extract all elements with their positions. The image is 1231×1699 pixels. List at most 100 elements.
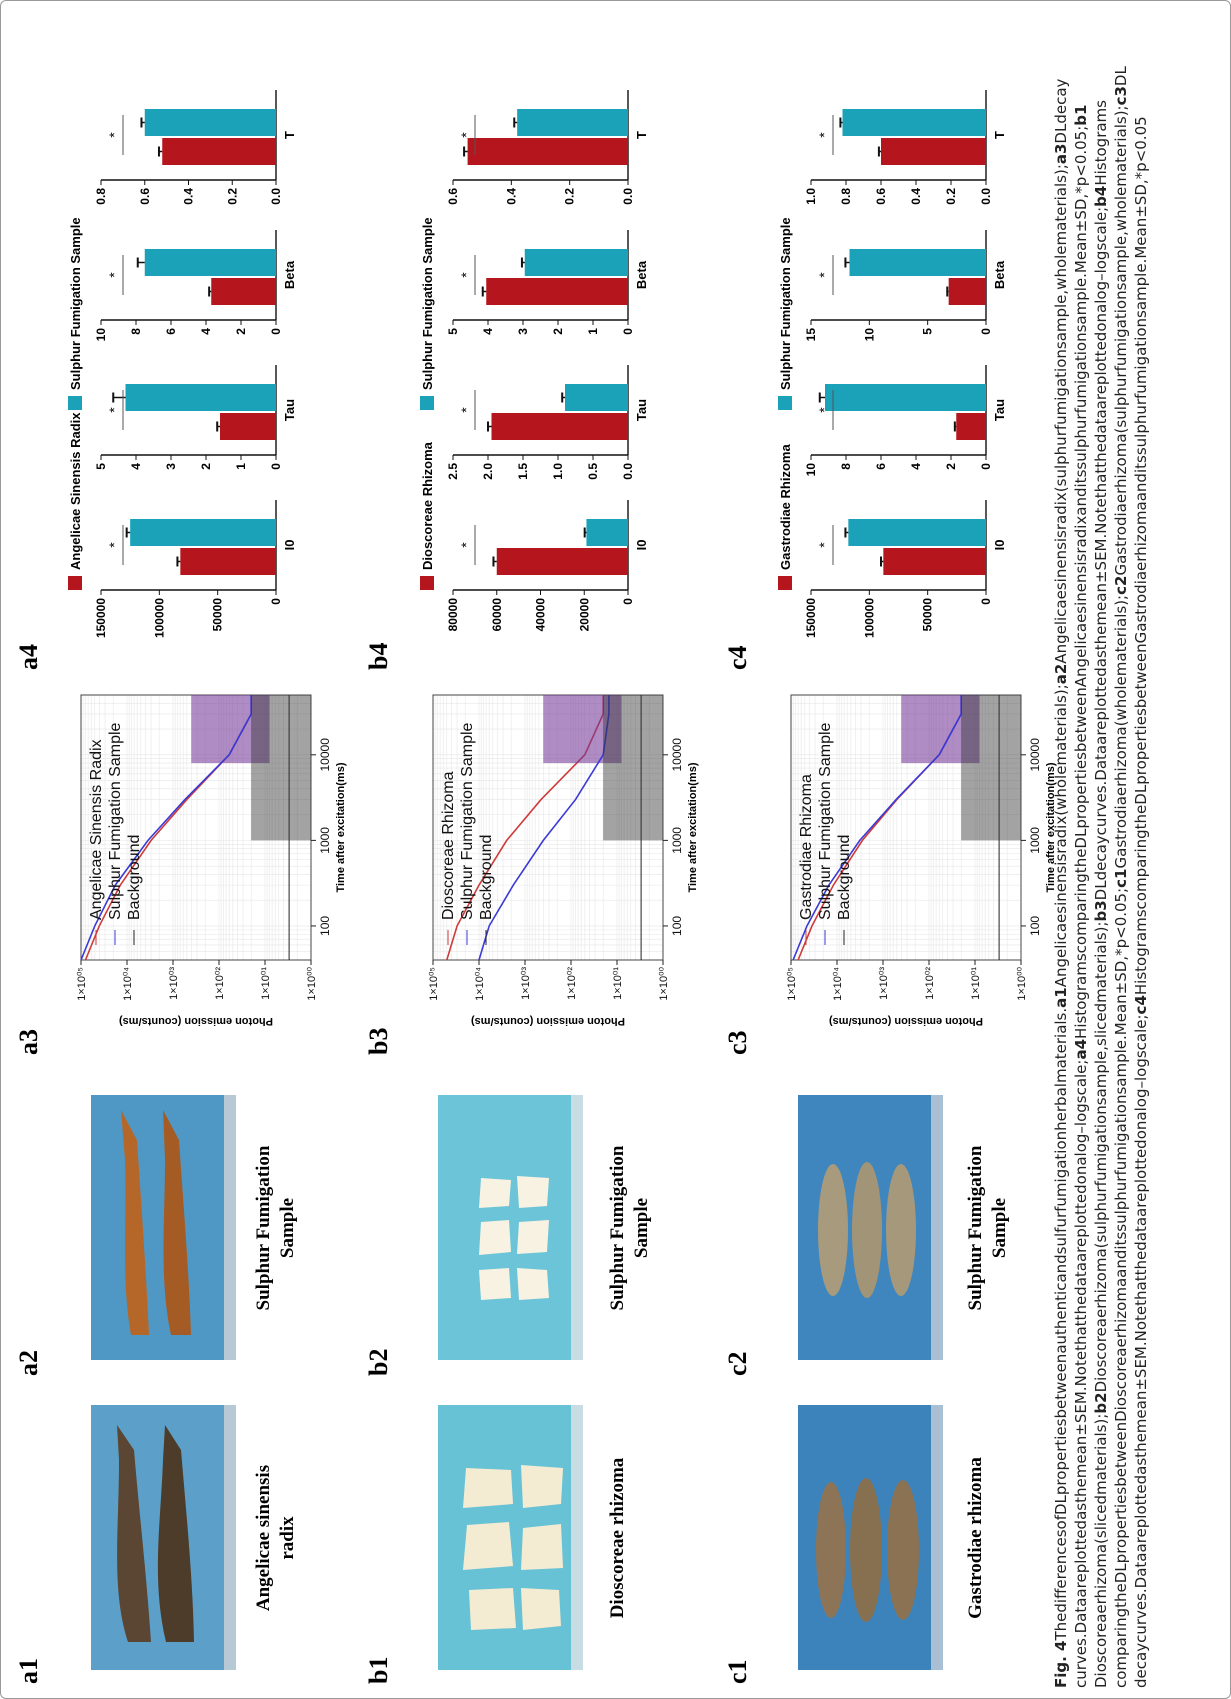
bar-y-tick-label: 0 [269,463,283,470]
bar-y-tick-label: 0 [269,328,283,335]
caption-run: Gastrodiae [1112,494,1130,576]
bar-T-0 [467,138,629,165]
caption-run: Data [1132,1552,1150,1588]
panel-label-a1: a1 [14,1658,43,1684]
caption-run: materials); [1052,684,1070,765]
caption-run: fumigation [1052,1131,1070,1212]
caption-run: a2 [1052,664,1070,685]
ruler-a1 [224,1405,236,1670]
panel-label-c3: c3 [723,1030,752,1055]
caption-run: sample. [1132,259,1150,318]
caption-run: SEM. [1092,534,1110,571]
caption-run: c1 [1112,869,1130,888]
caption-run: fumigation [1132,318,1150,399]
significance-mark: * [106,132,122,138]
caption-run: the [1092,626,1110,651]
caption-run: that [1092,468,1110,499]
caption-run: radix [1052,492,1070,530]
bar-y-tick-label: 2 [199,463,213,470]
series-line-1 [80,695,252,961]
panel-label-b1: b1 [364,1657,393,1684]
slice-b2-3 [479,1178,511,1208]
caption-run: comparing [1072,873,1090,953]
caption-run: < [1072,164,1090,177]
photo-a2-caption-line1: Sulphur Fumigation [253,1145,274,1310]
caption-run: decay [1092,835,1110,880]
bar-y-tick-label: 0.8 [94,188,108,205]
bar-y-tick-label: 0.0 [621,463,635,480]
panel-label-c1: c1 [723,1659,752,1684]
photo-b1-caption-line1: Dioscoreae rhizoma [607,1457,628,1618]
caption-run: a3 [1052,144,1070,165]
caption-run: radix [1052,816,1070,854]
plot-frame [790,694,1022,961]
bar-I0-0 [883,548,986,575]
caption-run [1112,61,1130,66]
caption-run: log–log [1072,1103,1090,1156]
caption-run: and [1112,1250,1130,1278]
caption-run: *p [1072,177,1090,194]
bar-y-tick-label: 0.6 [874,188,888,205]
caption-run: DL [1132,784,1150,805]
caption-run: materials); [1112,595,1130,676]
bar-y-tick-label: 5 [921,328,935,335]
bar-y-tick-label: 0.0 [269,188,283,205]
caption-run: DL [1052,1494,1070,1515]
tuber-c2-3 [886,1164,916,1296]
ruler-c1 [931,1405,943,1670]
bar-y-tick-label: 0.6 [138,188,152,205]
caption-run: properties [1072,752,1090,829]
bar-y-tick-label: 10 [94,328,108,342]
y-tick-label: 1×10⁰¹ [612,967,624,1000]
caption-run: decay [1132,1643,1150,1688]
bar-Beta-0 [486,278,628,305]
legend-swatch-sulphur [778,396,792,410]
caption-run: (whole [1052,766,1070,816]
caption-run: and [1052,1254,1070,1282]
caption-run: sulphur [1132,398,1150,455]
significance-mark: * [458,272,474,278]
photo-c2-caption-line1: Sulphur Fumigation [965,1145,986,1310]
caption-run: Histograms [1072,953,1090,1039]
bar-Tau-1 [825,384,986,411]
caption-run: Note [1072,1351,1090,1387]
caption-run: sample, [1112,231,1130,290]
bar-y-tick-label: 0.2 [225,188,239,205]
caption-run: materials); [1092,1414,1110,1495]
caption-run [1092,95,1110,100]
caption-run: rhizoma [1112,1278,1130,1338]
slice-b2-5 [517,1220,549,1254]
caption-run: are [1132,1528,1150,1552]
caption-run: (sulphur [1052,429,1070,492]
slice-b1-5 [521,1524,563,1570]
caption-run: DL [1072,828,1090,849]
caption-run: c2 [1112,576,1130,595]
y-tick-label: 1×10⁰⁰ [658,966,670,1000]
caption-run: ± [1132,205,1150,218]
y-tick-label: 1×10⁰⁰ [1016,966,1028,1000]
caption-run: the [1132,1251,1150,1276]
caption-run: SEM. [1072,1386,1090,1423]
y-tick-label: 1×10⁰² [214,967,226,1000]
caption-run: sample, [1052,290,1070,349]
caption-run: Angelicae [1052,914,1070,988]
bar-Tau-0 [220,413,276,440]
caption-run: the [1072,1478,1090,1503]
caption-run: and [1132,473,1150,501]
ruler-c2 [931,1095,943,1360]
noise-band-1 [543,694,622,764]
decay-chart-b3: 1×10⁰⁵ 1×10⁰⁴ 1×10⁰³ 1×10⁰² 1×10⁰¹ 1×10⁰⁰ 100 1… [428,694,699,1027]
caption-run: on [1072,1166,1090,1185]
bar-y-tick-label: 4 [481,328,495,335]
photo-c1-caption-line1: Gastrodiae rhizoma [965,1457,986,1619]
caption-run: a [1092,304,1110,313]
caption-run: materials); [1112,105,1130,186]
plot-frame [432,694,664,961]
caption-run: SEM. [1132,1341,1150,1378]
x-tick-label: 10000 [670,738,684,772]
tuber-c2-1 [818,1164,848,1296]
caption-run: comparing [1112,1608,1130,1688]
bar-T-1 [144,109,276,136]
caption-run: the [1132,805,1150,830]
noise-band-0 [543,694,622,764]
